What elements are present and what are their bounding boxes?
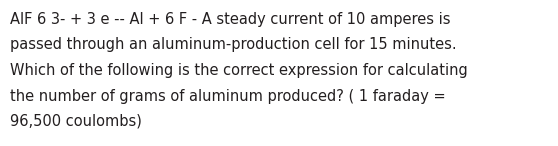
Text: the number of grams of aluminum produced? ( 1 faraday =: the number of grams of aluminum produced… <box>10 88 446 104</box>
Text: passed through an aluminum-production cell for 15 minutes.: passed through an aluminum-production ce… <box>10 38 456 53</box>
Text: 96,500 coulombs): 96,500 coulombs) <box>10 114 142 129</box>
Text: AlF 6 3- + 3 e -- Al + 6 F - A steady current of 10 amperes is: AlF 6 3- + 3 e -- Al + 6 F - A steady cu… <box>10 12 450 27</box>
Text: Which of the following is the correct expression for calculating: Which of the following is the correct ex… <box>10 63 468 78</box>
